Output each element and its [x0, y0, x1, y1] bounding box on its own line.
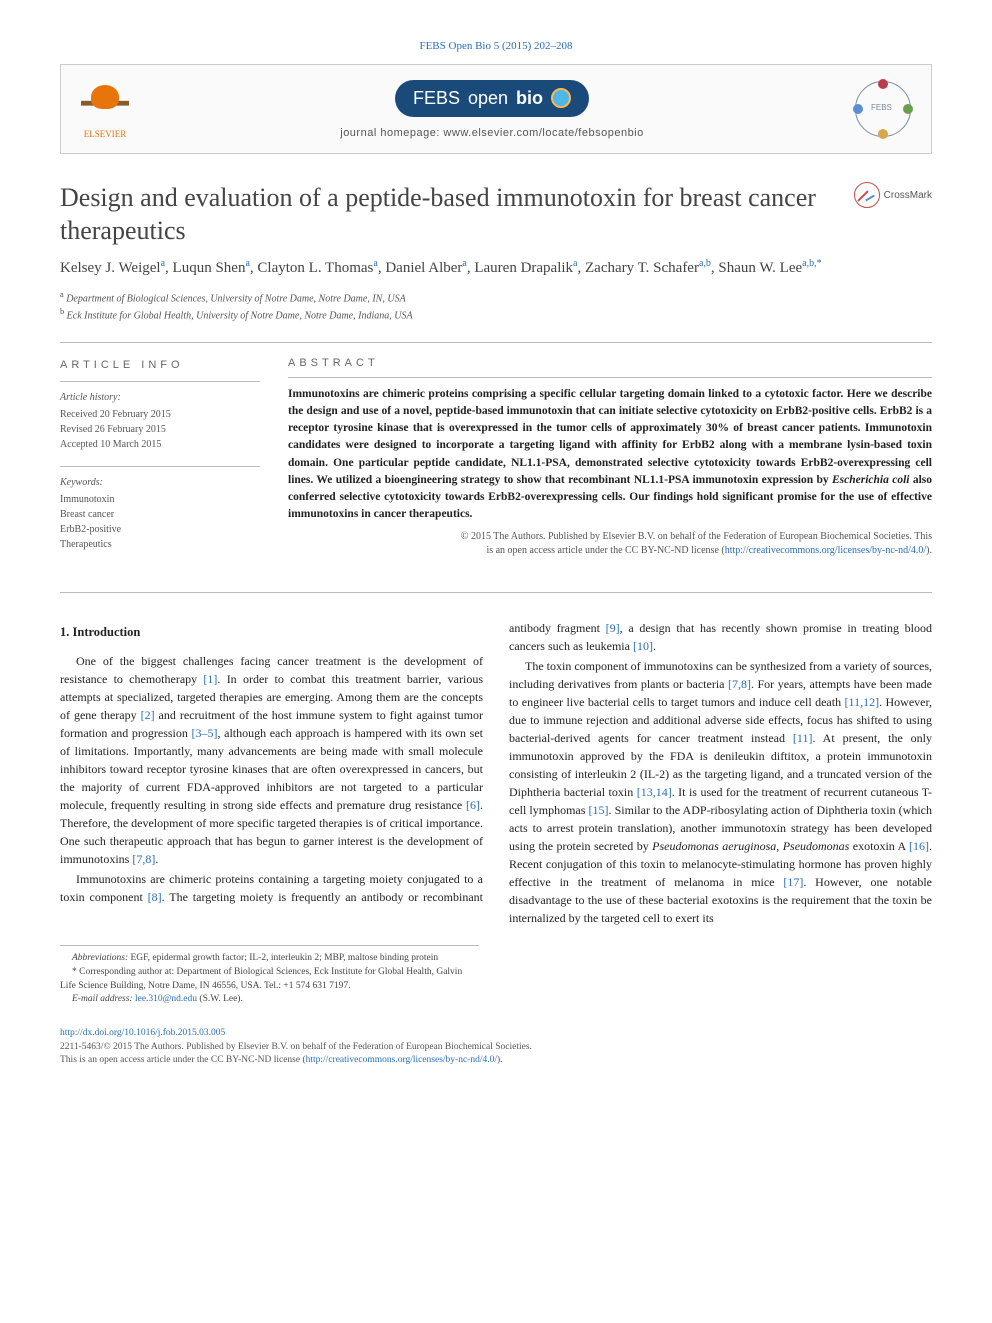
author-list: Kelsey J. Weigela, Luqun Shena, Clayton … — [60, 257, 932, 279]
section-heading: 1. Introduction — [60, 623, 483, 642]
journal-logo-block: FEBS open bio journal homepage: www.else… — [340, 80, 644, 139]
divider — [60, 342, 932, 343]
history-revised: Revised 26 February 2015 — [60, 422, 260, 437]
febs-society-logo: FEBS — [855, 81, 911, 137]
footnotes: Abbreviations: EGF, epidermal growth fac… — [60, 945, 479, 1007]
bottom-metadata: http://dx.doi.org/10.1016/j.fob.2015.03.… — [60, 1027, 932, 1067]
keywords-label: Keywords: — [60, 475, 260, 490]
divider — [60, 592, 932, 593]
journal-homepage[interactable]: journal homepage: www.elsevier.com/locat… — [340, 127, 644, 139]
copyright-notice: © 2015 The Authors. Published by Elsevie… — [288, 530, 932, 559]
crossmark-label: CrossMark — [884, 190, 932, 201]
elsevier-logo: ELSEVIER — [81, 79, 129, 139]
keyword: Immunotoxin — [60, 492, 260, 507]
journal-reference: FEBS Open Bio 5 (2015) 202–208 — [60, 40, 932, 52]
febs-suffix: bio — [516, 88, 543, 109]
publisher-name: ELSEVIER — [84, 129, 127, 139]
article-title: Design and evaluation of a peptide-based… — [60, 182, 854, 247]
history-received: Received 20 February 2015 — [60, 407, 260, 422]
license-link[interactable]: http://creativecommons.org/licenses/by-n… — [725, 545, 926, 556]
affiliations: a Department of Biological Sciences, Uni… — [60, 289, 932, 324]
issn-line: 2211-5463/© 2015 The Authors. Published … — [60, 1042, 532, 1052]
crossmark-icon — [854, 182, 880, 208]
crossmark-widget[interactable]: CrossMark — [854, 182, 932, 208]
abbrev-label: Abbreviations: — [72, 953, 128, 963]
elsevier-tree-icon — [81, 79, 129, 127]
abstract-text: Immunotoxins are chimeric proteins compr… — [288, 386, 932, 524]
febs-circle-icon — [551, 88, 571, 108]
abbrev-text: EGF, epidermal growth factor; IL-2, inte… — [128, 953, 438, 963]
article-info-column: ARTICLE INFO Article history: Received 2… — [60, 357, 260, 567]
corr-label: * Corresponding author at: — [72, 967, 174, 977]
email-link[interactable]: lee.310@nd.edu — [133, 994, 197, 1004]
email-suffix: (S.W. Lee). — [197, 994, 243, 1004]
doi-link[interactable]: http://dx.doi.org/10.1016/j.fob.2015.03.… — [60, 1028, 225, 1038]
keyword: Therapeutics — [60, 537, 260, 552]
oa-line: This is an open access article under the… — [60, 1055, 306, 1065]
febs-prefix: FEBS — [413, 88, 460, 109]
article-body: 1. Introduction One of the biggest chall… — [60, 619, 932, 927]
history-accepted: Accepted 10 March 2015 — [60, 437, 260, 452]
journal-banner: ELSEVIER FEBS open bio journal homepage:… — [60, 64, 932, 154]
body-paragraph: One of the biggest challenges facing can… — [60, 652, 483, 868]
keyword: Breast cancer — [60, 507, 260, 522]
abstract-heading: ABSTRACT — [288, 357, 932, 369]
history-label: Article history: — [60, 390, 260, 405]
abstract-column: ABSTRACT Immunotoxins are chimeric prote… — [288, 357, 932, 567]
email-label: E-mail address: — [72, 994, 133, 1004]
body-paragraph: The toxin component of immunotoxins can … — [509, 657, 932, 927]
febs-openbio-badge: FEBS open bio — [395, 80, 589, 117]
article-info-heading: ARTICLE INFO — [60, 357, 260, 374]
license-link-bottom[interactable]: http://creativecommons.org/licenses/by-n… — [306, 1055, 497, 1065]
keyword: ErbB2-positive — [60, 522, 260, 537]
febs-mid: open — [468, 88, 508, 109]
